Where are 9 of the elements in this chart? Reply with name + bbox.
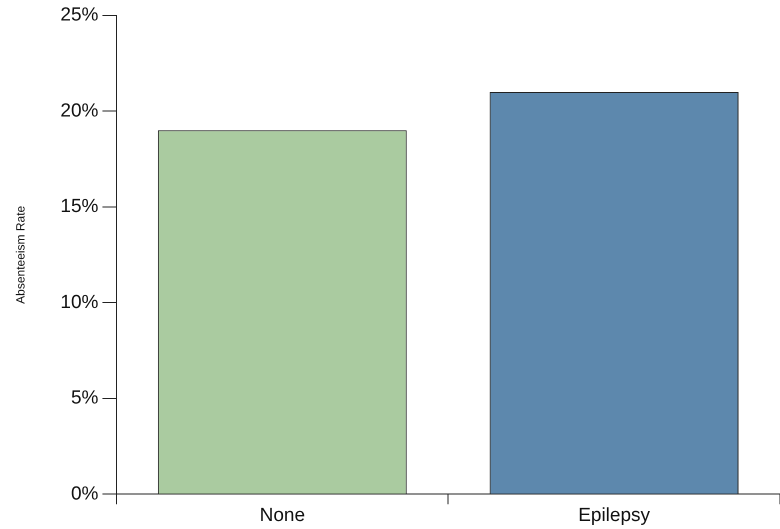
x-tick-label: Epilepsy <box>578 504 651 526</box>
y-tick-label: 15% <box>60 196 99 218</box>
y-tick-label: 10% <box>60 292 99 313</box>
y-tick-label: 25% <box>60 4 99 26</box>
x-tick-label: None <box>260 504 306 526</box>
y-tick-label: 0% <box>70 483 99 504</box>
y-tick-label: 5% <box>70 388 99 409</box>
y-tick-label: 20% <box>60 100 99 122</box>
y-axis-title: Absenteeism Rate <box>14 205 28 304</box>
